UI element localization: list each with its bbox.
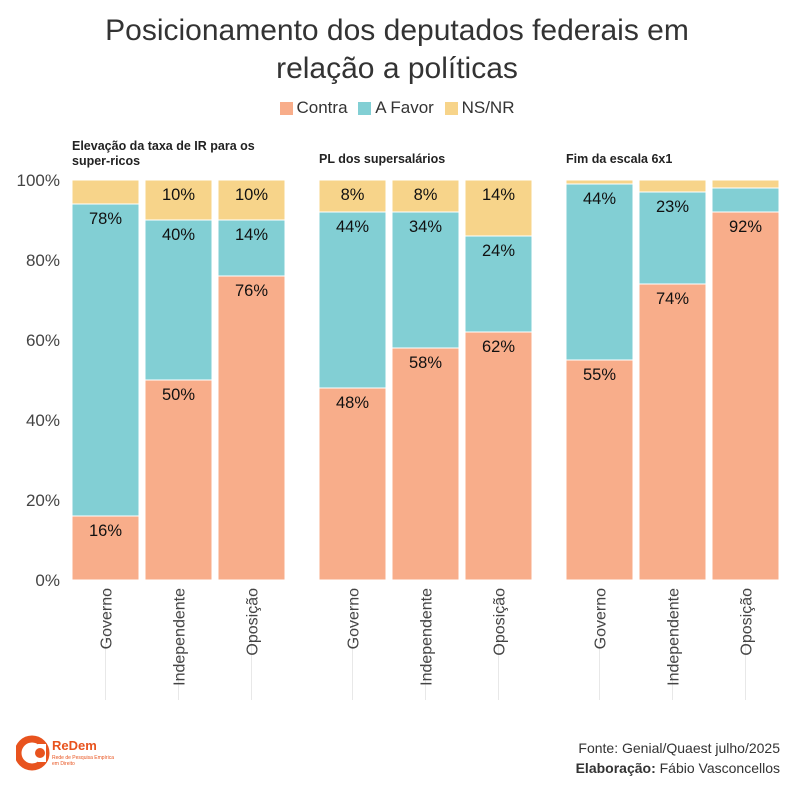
panel-3-bar-oposicao-ns-nr <box>711 179 780 189</box>
redem-logo: ReDem Rede de Pesquisa Empírica em Direi… <box>14 730 116 776</box>
panel-3-data-label-independente-contra: 74% <box>656 290 689 308</box>
panel-1-bar-oposicao-a-favor <box>217 219 286 277</box>
panel-1-bar-governo-contra <box>71 515 140 581</box>
legend-swatch-contra <box>279 101 293 115</box>
panel-1-bar-oposicao-ns-nr <box>217 179 286 221</box>
panel-1-title-line-2: super-ricos <box>72 154 140 168</box>
y-tick-label-1: 20% <box>26 491 60 510</box>
panel-3-title-line-1: Fim da escala 6x1 <box>566 152 672 166</box>
logo-name: ReDem <box>52 738 97 753</box>
panel-3-bar-independente-contra <box>638 283 707 581</box>
panel-2-bar-oposicao-ns-nr <box>464 179 533 237</box>
panel-3-bar-governo-contra <box>565 359 634 581</box>
panel-2-bar-governo-ns-nr <box>318 179 387 213</box>
credit-label: Elaboração: <box>575 760 656 776</box>
panel-1-data-label-independente-a-favor: 40% <box>162 226 195 244</box>
panel-1-bar-governo-ns-nr <box>71 179 140 205</box>
chart-title: Posicionamento dos deputados federais em… <box>0 12 794 88</box>
panel-3-data-label-governo-contra: 55% <box>583 366 616 384</box>
panel-1-bar-oposicao-contra <box>217 275 286 581</box>
legend-label-contra: Contra <box>296 98 348 117</box>
panel-2-bar-oposicao-contra <box>464 331 533 581</box>
source-text: Fonte: Genial/Quaest julho/2025 <box>578 740 780 756</box>
panel-2-data-label-oposicao-a-favor: 24% <box>482 242 515 260</box>
panel-2-data-label-independente-a-favor: 34% <box>409 218 442 236</box>
legend-label-a-favor: A Favor <box>375 98 434 117</box>
y-tick-label-4: 80% <box>26 251 60 270</box>
legend-swatch-a-favor <box>358 101 372 115</box>
chart-title-line-1: Posicionamento dos deputados federais em <box>105 14 689 47</box>
panel-1-bar-independente-a-favor <box>144 219 213 381</box>
panel-1-bar-governo-a-favor <box>71 203 140 517</box>
footer: Fonte: Genial/Quaest julho/2025 Elaboraç… <box>576 738 780 778</box>
panel-3-data-label-oposicao-contra: 92% <box>729 218 762 236</box>
panel-1-data-label-independente-ns-nr: 10% <box>162 186 195 204</box>
panel-1-data-label-independente-contra: 50% <box>162 386 195 404</box>
panel-2-bar-governo-a-favor <box>318 211 387 389</box>
panel-1-category-label-oposicao: Oposição <box>245 588 262 656</box>
panel-1-data-label-governo-contra: 16% <box>89 522 122 540</box>
panel-2-category-label-independente: Independente <box>419 588 436 686</box>
panel-2-data-label-independente-contra: 58% <box>409 354 442 372</box>
panel-1-title-line-1: Elevação da taxa de IR para os <box>72 139 255 153</box>
panel-2-category-label-oposicao: Oposição <box>492 588 509 656</box>
panel-3-bar-oposicao-contra <box>711 211 780 581</box>
panel-2-bar-governo-contra <box>318 387 387 581</box>
panel-1-category-label-independente: Independente <box>172 588 189 686</box>
panel-2-data-label-governo-contra: 48% <box>336 394 369 412</box>
panel-3-category-label-independente: Independente <box>666 588 683 686</box>
panel-1-data-label-oposicao-a-favor: 14% <box>235 226 268 244</box>
stacked-bar-chart: 0% 20% 40% 60% 80% 100% Elevação da taxa de IR… <box>17 139 780 700</box>
legend: Contra A Favor NS/NR <box>0 98 794 120</box>
panel-3-category-label-oposicao: Oposição <box>739 588 756 656</box>
panel-3-bar-governo-ns-nr <box>565 179 634 185</box>
panel-2-title-line-1: PL dos supersalários <box>319 152 445 166</box>
panel-2-data-label-oposicao-ns-nr: 14% <box>482 186 515 204</box>
redem-logo-icon <box>14 735 50 771</box>
panel-3-bar-independente-a-favor <box>638 191 707 285</box>
panel-3-bar-oposicao-a-favor <box>711 187 780 213</box>
panel-2-data-label-oposicao-contra: 62% <box>482 338 515 356</box>
panel-3-bar-independente-ns-nr <box>638 179 707 193</box>
panel-2-data-label-independente-ns-nr: 8% <box>414 186 438 204</box>
panel-2-data-label-governo-a-favor: 44% <box>336 218 369 236</box>
y-tick-label-5: 100% <box>17 171 60 190</box>
panel-1-data-label-oposicao-ns-nr: 10% <box>235 186 268 204</box>
panel-3-data-label-governo-a-favor: 44% <box>583 190 616 208</box>
panel-2-bar-independente-ns-nr <box>391 179 460 213</box>
panel-2-bar-independente-contra <box>391 347 460 581</box>
panel-2-bar-independente-a-favor <box>391 211 460 349</box>
panel-3-bar-governo-a-favor <box>565 183 634 361</box>
panel-2-category-label-governo: Governo <box>346 588 363 649</box>
chart-title-line-2: relação a políticas <box>276 52 518 85</box>
panel-1-data-label-governo-a-favor: 78% <box>89 210 122 228</box>
legend-item-a-favor: A Favor <box>358 98 434 118</box>
legend-item-contra: Contra <box>279 98 348 118</box>
panel-1-category-label-governo: Governo <box>99 588 116 649</box>
legend-swatch-ns-nr <box>444 101 458 115</box>
panel-2-data-label-governo-ns-nr: 8% <box>341 186 365 204</box>
panel-3-data-label-independente-a-favor: 23% <box>656 198 689 216</box>
logo-subtitle: Rede de Pesquisa Empírica em Direito <box>52 755 114 767</box>
panel-1-bar-independente-ns-nr <box>144 179 213 221</box>
panel-3-category-label-governo: Governo <box>593 588 610 649</box>
panel-1-data-label-oposicao-contra: 76% <box>235 282 268 300</box>
credit-name: Fábio Vasconcellos <box>659 760 780 776</box>
credit-line: Elaboração: Fábio Vasconcellos <box>576 758 780 778</box>
legend-item-ns-nr: NS/NR <box>444 98 515 118</box>
legend-label-ns-nr: NS/NR <box>461 98 515 117</box>
y-tick-label-0: 0% <box>35 571 60 590</box>
y-tick-label-3: 60% <box>26 331 60 350</box>
panel-1-bar-independente-contra <box>144 379 213 581</box>
y-tick-label-2: 40% <box>26 411 60 430</box>
